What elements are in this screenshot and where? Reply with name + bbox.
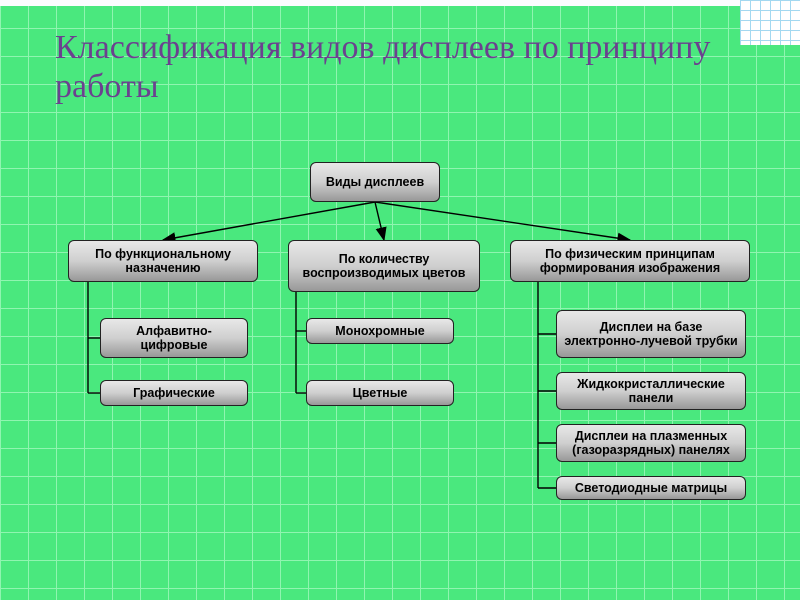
node-c3c: Дисплеи на плазменных (газоразрядных) па…: [556, 424, 746, 462]
node-c3a: Дисплеи на базе электронно-лучевой трубк…: [556, 310, 746, 358]
node-c3d: Светодиодные матрицы: [556, 476, 746, 500]
node-root: Виды дисплеев: [310, 162, 440, 202]
node-c2b: Цветные: [306, 380, 454, 406]
node-cat1: По функциональному назначению: [68, 240, 258, 282]
node-c1a: Алфавитно-цифровые: [100, 318, 248, 358]
node-c3b: Жидкокристаллические панели: [556, 372, 746, 410]
node-cat3: По физическим принципам формирования изо…: [510, 240, 750, 282]
node-c1b: Графические: [100, 380, 248, 406]
slide-title: Классификация видов дисплеев по принципу…: [55, 28, 800, 106]
node-cat2: По количеству воспроизводимых цветов: [288, 240, 480, 292]
node-c2a: Монохромные: [306, 318, 454, 344]
slide: Классификация видов дисплеев по принципу…: [0, 0, 800, 600]
